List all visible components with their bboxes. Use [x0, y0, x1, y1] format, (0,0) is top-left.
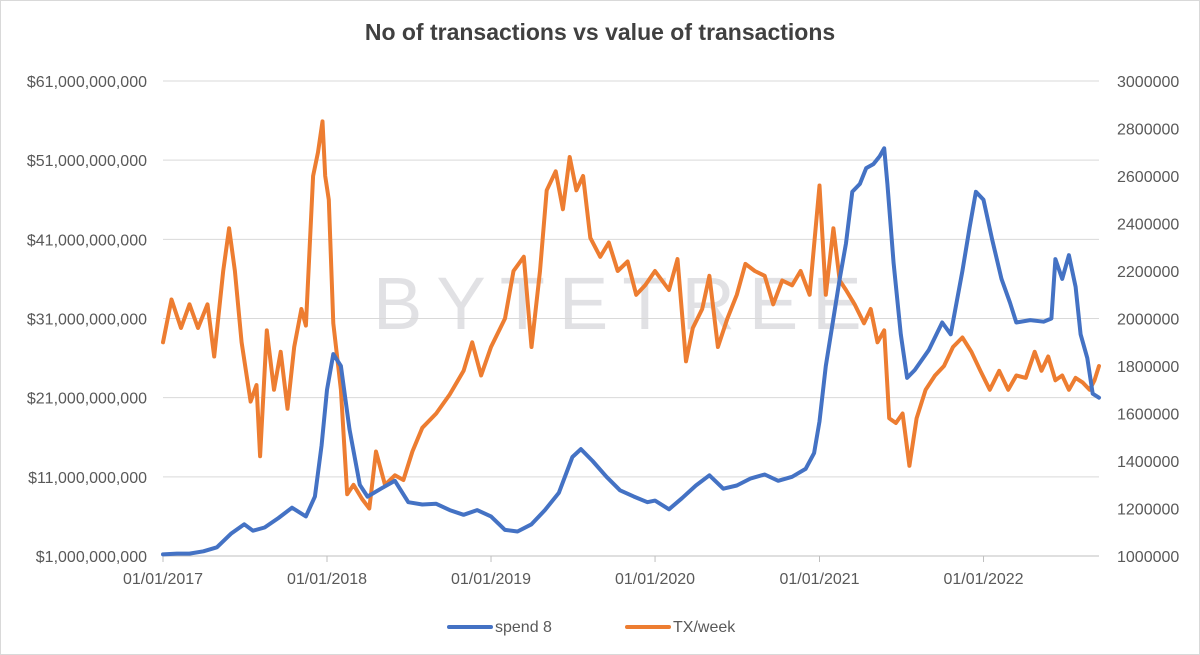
y-left-tick-label: $31,000,000,000: [27, 312, 147, 329]
y-left-tick-label: $21,000,000,000: [27, 391, 147, 408]
legend-label: spend 8: [495, 619, 552, 636]
legend-label: TX/week: [673, 619, 736, 636]
series-line-spend-8: [161, 146, 1101, 557]
y-right-tick-label: 1200000: [1117, 502, 1179, 519]
chart-title: No of transactions vs value of transacti…: [364, 19, 836, 45]
y-right-tick-label: 1600000: [1117, 407, 1179, 424]
y-left-tick-label: $11,000,000,000: [28, 470, 147, 487]
y-right-tick-label: 1000000: [1117, 549, 1179, 566]
y-right-tick-label: 2600000: [1117, 169, 1179, 186]
y-right-tick-label: 2000000: [1117, 312, 1179, 329]
x-tick-label: 01/01/2020: [615, 571, 695, 588]
watermark-text: BYTETREE: [373, 262, 876, 345]
y-right-tick-label: 2400000: [1117, 217, 1179, 234]
x-tick-label: 01/01/2022: [943, 571, 1023, 588]
x-tick-label: 01/01/2018: [287, 571, 367, 588]
x-tick-label: 01/01/2021: [779, 571, 859, 588]
x-tick-label: 01/01/2019: [451, 571, 531, 588]
x-tick-label: 01/01/2017: [123, 571, 203, 588]
y-left-tick-label: $61,000,000,000: [27, 74, 147, 91]
axes: $1,000,000,000 $11,000,000,000 $21,000,000…: [27, 74, 1180, 588]
y-right-tick-label: 1800000: [1117, 359, 1179, 376]
y-right-tick-label: 3000000: [1117, 74, 1179, 91]
y-right-tick-label: 2800000: [1117, 122, 1179, 139]
y-left-tick-label: $51,000,000,000: [27, 153, 147, 170]
series-line-tx-week: [161, 119, 1101, 511]
legend: spend 8 TX/week: [447, 619, 736, 636]
series-group: [161, 119, 1101, 557]
y-left-tick-label: $1,000,000,000: [36, 549, 147, 566]
y-right-tick-label: 1400000: [1117, 454, 1179, 471]
y-left-tick-label: $41,000,000,000: [27, 232, 147, 249]
y-right-tick-label: 2200000: [1117, 264, 1179, 281]
